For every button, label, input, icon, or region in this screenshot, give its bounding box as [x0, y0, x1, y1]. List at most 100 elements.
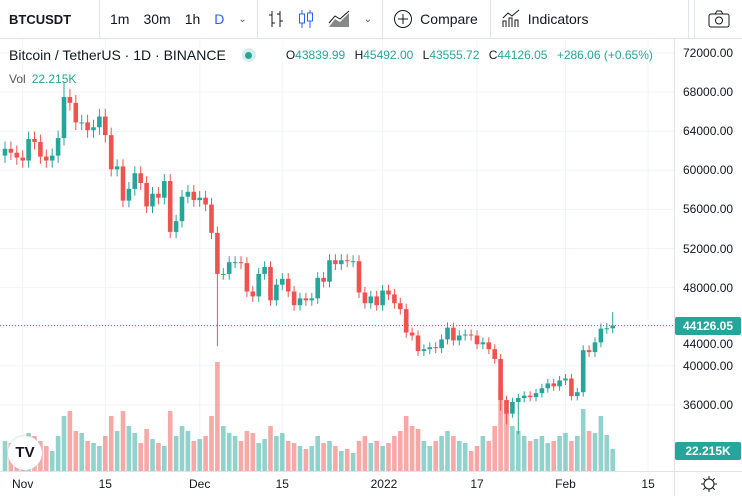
candle-body	[2, 148, 8, 156]
volume-bar	[73, 431, 79, 471]
candle-body	[315, 277, 320, 299]
price-tick-label: 48000.00	[683, 280, 734, 295]
volume-bar	[244, 431, 250, 471]
interval-30m[interactable]: 30m	[143, 11, 171, 27]
volume-bar	[362, 436, 368, 471]
candle-body	[73, 102, 79, 123]
volume-bar	[545, 443, 551, 471]
volume-bar	[238, 441, 244, 471]
close-value: 44126.05	[497, 48, 548, 62]
candle-body	[85, 122, 90, 131]
price-tick-label: 72000.00	[683, 46, 734, 60]
volume-bar	[79, 433, 84, 471]
bars-icon[interactable]	[268, 9, 284, 29]
volume-bar	[232, 436, 238, 471]
volume-bar	[398, 431, 403, 471]
volume-bar	[167, 411, 173, 471]
candle-body	[433, 347, 438, 349]
candle-body	[398, 303, 403, 310]
time-tick-label: Nov	[12, 477, 34, 491]
volume-tag: 22.215K	[675, 442, 741, 460]
candle-body	[527, 395, 533, 398]
interval-1h[interactable]: 1h	[184, 11, 201, 27]
symbol-search[interactable]: BTCUSDT	[0, 0, 100, 38]
volume-bar	[569, 441, 574, 471]
volume-bar	[427, 446, 433, 471]
candle-body	[392, 294, 397, 304]
chart-canvas[interactable]	[0, 39, 742, 496]
volume-bar	[250, 433, 256, 471]
candle-body	[468, 334, 474, 336]
change-value: +286.06 (+0.65%)	[556, 48, 653, 62]
candle-body	[26, 139, 31, 161]
candle-body	[521, 395, 527, 399]
interval-1m[interactable]: 1m	[110, 11, 130, 27]
area-icon[interactable]	[328, 9, 350, 29]
volume-bar	[203, 436, 208, 471]
chevron-down-icon[interactable]: ⌄	[363, 13, 373, 25]
candle-body	[215, 232, 220, 274]
volume-bar	[468, 451, 474, 471]
last-price-tag: 44126.05	[675, 317, 741, 335]
candle-body	[480, 342, 486, 345]
candle-body	[126, 188, 132, 201]
volume-bar	[297, 446, 303, 471]
candle-body	[486, 342, 492, 350]
volume-bar	[339, 451, 344, 471]
candle-body	[575, 392, 580, 397]
volume-bar	[586, 431, 592, 471]
volume-bar	[215, 362, 220, 471]
candle-body	[569, 378, 574, 397]
volume-bar	[291, 443, 297, 471]
volume-bar	[120, 411, 126, 471]
settings-gear-icon[interactable]	[700, 475, 718, 493]
interval-d[interactable]: D	[214, 11, 225, 27]
screenshot-button[interactable]	[694, 0, 742, 38]
volume-bar	[333, 446, 338, 471]
volume-bar	[350, 453, 356, 471]
price-tick-label: 40000.00	[683, 358, 734, 373]
volume-bar	[44, 446, 49, 471]
candle-body	[232, 262, 238, 264]
candle-body	[516, 398, 521, 402]
volume-bar	[197, 439, 202, 471]
candle-body	[557, 380, 562, 387]
volume-bar	[575, 436, 580, 471]
volume-bar	[433, 441, 438, 471]
volume-bar	[368, 443, 374, 471]
candle-body	[362, 292, 368, 304]
candle-body	[510, 401, 515, 414]
volume-bar	[97, 446, 102, 471]
candle-body	[256, 273, 261, 297]
candle-body	[167, 181, 173, 232]
candle-body	[474, 335, 480, 345]
volume-bar	[380, 446, 385, 471]
indicators-button[interactable]: Indicators	[491, 0, 690, 38]
tradingview-logo[interactable]: TV	[8, 436, 42, 470]
volume-bar	[439, 436, 444, 471]
candle-body	[427, 347, 433, 350]
price-tick-label: 44000.00	[683, 337, 734, 351]
plus-circle-icon	[394, 10, 413, 28]
chevron-down-icon[interactable]: ⌄	[238, 13, 247, 25]
volume-bar	[510, 426, 515, 471]
volume-bar	[563, 433, 568, 471]
volume-bar	[126, 426, 132, 471]
compare-button[interactable]: Compare	[383, 0, 491, 38]
candles-icon[interactable]	[298, 9, 314, 29]
volume-bar	[386, 443, 391, 471]
market-status-icon[interactable]	[241, 48, 256, 62]
volume-bar	[445, 431, 450, 471]
candle-body	[221, 273, 226, 275]
candle-body	[108, 135, 114, 170]
volume-bar	[144, 429, 149, 471]
volume-bar	[108, 416, 114, 471]
candle-body	[203, 197, 208, 205]
volume-bar	[344, 449, 350, 471]
candle-body	[297, 298, 303, 306]
volume-bar	[103, 436, 108, 471]
high-value: 45492.00	[363, 48, 414, 62]
candle-body	[79, 122, 84, 124]
volume-bar	[315, 436, 320, 471]
volume-bar	[262, 439, 267, 471]
